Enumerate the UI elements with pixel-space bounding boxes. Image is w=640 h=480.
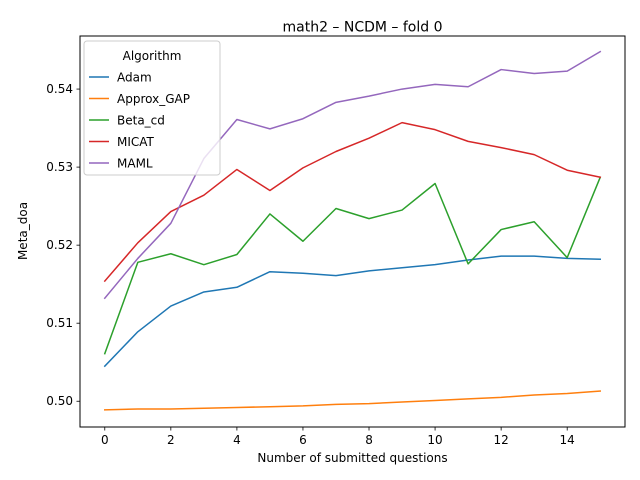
legend-title: Algorithm [123, 49, 182, 63]
y-axis-label: Meta_doa [16, 202, 30, 260]
x-tick-label: 8 [365, 433, 373, 447]
legend-label-adam: Adam [117, 71, 152, 85]
x-tick-label: 0 [101, 433, 109, 447]
series-line-maml [103, 50, 602, 300]
legend-label-maml: MAML [117, 157, 153, 171]
x-tick-label: 10 [427, 433, 442, 447]
y-axis-ticks: 0.50 0.51 0.52 0.53 0.54 [46, 82, 80, 408]
chart-title: math2 – NCDM – fold 0 [282, 20, 442, 36]
x-axis-label: Number of submitted questions [257, 451, 447, 465]
y-tick-label: 0.50 [46, 394, 73, 408]
legend-box [83, 40, 221, 176]
series-line-adam [103, 255, 601, 368]
x-tick-label: 12 [493, 433, 508, 447]
series-line-micat [103, 121, 602, 283]
x-tick-label: 2 [167, 433, 175, 447]
plot-frame [79, 35, 626, 428]
series-line-beta-cd [103, 176, 602, 355]
legend-label-beta-cd: Beta_cd [117, 114, 165, 128]
legend-label-micat: MICAT [117, 135, 155, 149]
x-tick-label: 4 [233, 433, 241, 447]
x-tick-label: 14 [560, 433, 575, 447]
x-tick-label: 6 [299, 433, 307, 447]
series-lines [103, 50, 602, 411]
y-tick-label: 0.53 [46, 160, 73, 174]
y-tick-label: 0.52 [46, 238, 73, 252]
legend-label-approx-gap: Approx_GAP [117, 92, 190, 106]
y-tick-label: 0.51 [46, 316, 73, 330]
legend: Algorithm Adam Approx_GAP Beta_cd MICAT MAML [83, 40, 221, 176]
series-line-approx-gap [104, 390, 602, 411]
y-tick-label: 0.54 [46, 82, 73, 96]
x-axis-ticks: 0 2 4 6 8 10 12 14 [101, 427, 575, 447]
